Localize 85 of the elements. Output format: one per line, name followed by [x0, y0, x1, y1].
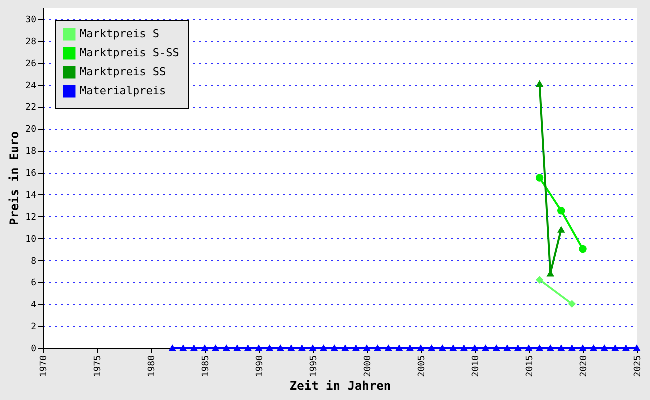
x-tick-label: 1975	[94, 356, 104, 378]
point	[234, 344, 242, 352]
y-tick-label: 10	[26, 234, 36, 245]
point	[266, 344, 274, 352]
point	[396, 344, 404, 352]
x-tick-label: 1990	[256, 356, 266, 378]
point	[482, 344, 490, 352]
point	[579, 245, 587, 254]
point	[525, 344, 533, 352]
x-tick-label: 1995	[310, 356, 320, 378]
point	[504, 344, 512, 352]
y-tick-label: 8	[31, 256, 36, 267]
point	[536, 276, 544, 284]
point	[590, 344, 598, 352]
point	[568, 300, 576, 308]
y-tick-label: 2	[31, 322, 36, 333]
point	[568, 344, 576, 352]
legend-label: Marktpreis S	[80, 28, 160, 40]
x-tick-label: 2020	[580, 356, 590, 378]
y-tick-label: 16	[26, 169, 36, 180]
point	[417, 344, 425, 352]
point	[536, 80, 544, 88]
point	[309, 344, 317, 352]
x-tick-label: 2015	[526, 356, 536, 378]
point	[320, 344, 328, 352]
point	[579, 344, 587, 352]
point	[363, 344, 371, 352]
y-tick-label: 20	[26, 125, 36, 136]
y-tick-label: 18	[26, 147, 36, 158]
point	[600, 344, 608, 352]
legend-label: Materialpreis	[80, 84, 166, 98]
y-tick-label: 26	[26, 59, 36, 70]
point	[374, 344, 382, 352]
point	[460, 344, 468, 352]
point	[450, 344, 458, 352]
point	[406, 344, 414, 352]
y-tick-label: 30	[26, 15, 36, 26]
legend-label: Marktpreis SS	[80, 66, 166, 78]
y-tick-label: 24	[26, 81, 36, 92]
x-tick-label: 2010	[472, 356, 482, 378]
y-tick-label: 12	[26, 212, 36, 223]
point	[288, 344, 296, 352]
x-tick-label: 2000	[364, 356, 374, 378]
point	[514, 344, 522, 352]
y-tick-label: 22	[26, 103, 36, 114]
point	[558, 344, 566, 352]
y-tick-label: 0	[31, 344, 36, 354]
point	[612, 344, 620, 352]
point	[438, 344, 446, 352]
point	[222, 344, 230, 352]
x-tick-label: 1980	[148, 356, 158, 378]
point	[352, 344, 360, 352]
y-tick-label: 28	[26, 37, 36, 48]
x-tick-label: 2005	[418, 356, 428, 378]
point	[471, 344, 479, 352]
point	[244, 344, 252, 352]
point	[330, 344, 338, 352]
x-tick-label: 1970	[40, 356, 50, 378]
point	[190, 344, 198, 352]
point	[276, 344, 284, 352]
point	[536, 174, 544, 182]
x-tick-label: 1985	[202, 356, 212, 378]
point	[633, 344, 641, 352]
point	[622, 344, 630, 352]
point	[546, 344, 554, 352]
point	[255, 344, 263, 352]
point	[558, 226, 566, 233]
point	[384, 344, 392, 352]
point	[201, 344, 209, 352]
point	[428, 344, 436, 352]
y-axis-title: Preis in Euro	[8, 132, 22, 226]
x-axis-title: Zeit in Jahren	[290, 379, 392, 394]
point	[168, 344, 176, 352]
point	[342, 344, 350, 352]
y-tick-label: 6	[31, 278, 36, 289]
legend-label: Marktpreis S-SS	[80, 46, 180, 60]
y-tick-label: 14	[26, 190, 36, 201]
point	[180, 344, 188, 352]
point	[536, 344, 544, 352]
point	[298, 344, 306, 352]
point	[558, 207, 566, 215]
y-tick-label: 4	[31, 300, 36, 311]
x-tick-label: 2025	[634, 356, 644, 378]
point	[212, 344, 220, 352]
point	[492, 344, 500, 352]
